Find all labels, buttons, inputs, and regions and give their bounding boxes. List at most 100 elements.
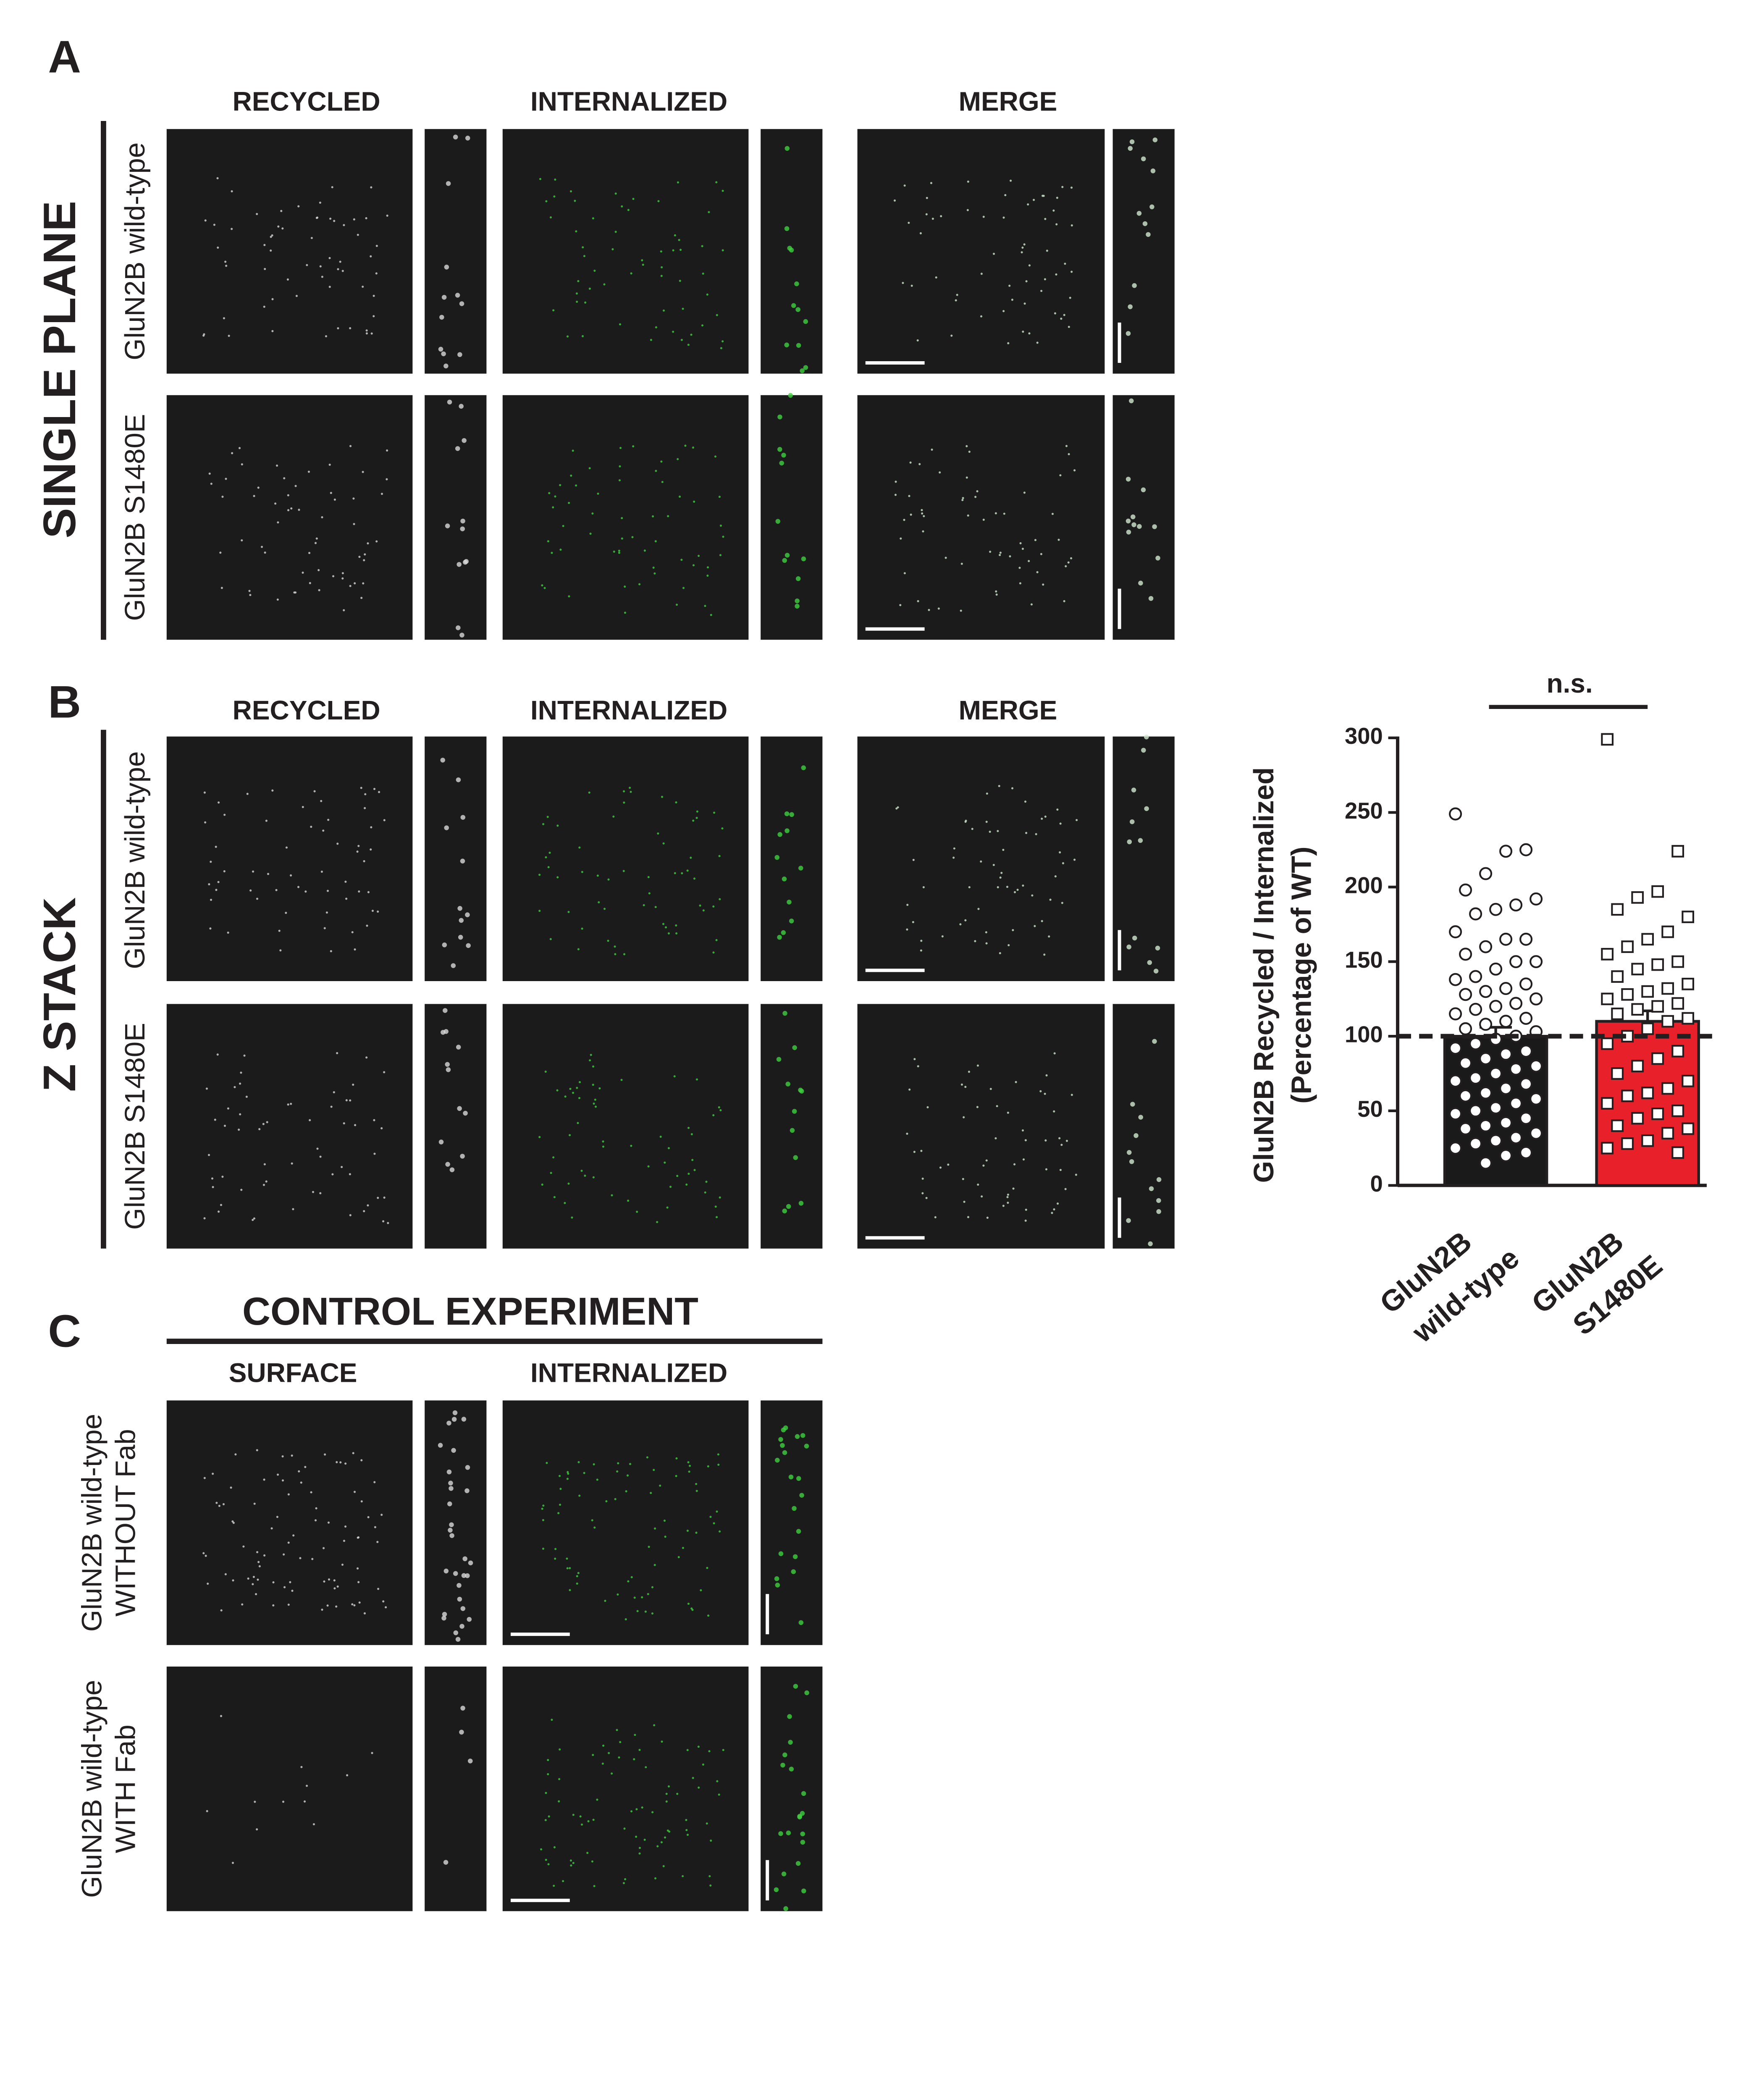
puncta: [302, 571, 304, 574]
puncta: [635, 1835, 638, 1838]
puncta: [795, 598, 800, 604]
puncta: [328, 1578, 331, 1581]
puncta: [449, 1486, 454, 1491]
puncta: [1011, 787, 1014, 790]
puncta: [457, 352, 462, 357]
puncta: [256, 1551, 259, 1554]
puncta: [341, 1563, 344, 1566]
puncta: [638, 583, 641, 585]
puncta: [630, 1810, 633, 1813]
puncta: [1138, 580, 1143, 586]
data-point: [1489, 1134, 1503, 1147]
data-point: [1519, 843, 1533, 856]
puncta: [716, 1780, 719, 1782]
puncta: [962, 497, 964, 499]
puncta: [572, 1092, 575, 1094]
puncta: [719, 554, 722, 556]
puncta: [214, 1118, 216, 1121]
puncta: [569, 1859, 572, 1862]
puncta: [547, 1759, 549, 1761]
puncta: [266, 1121, 268, 1124]
puncta: [231, 1520, 234, 1522]
data-point: [1601, 1142, 1614, 1155]
puncta: [1033, 199, 1035, 201]
puncta: [665, 1793, 668, 1795]
puncta: [551, 551, 553, 554]
puncta: [999, 551, 1002, 554]
puncta: [559, 1475, 561, 1477]
puncta: [1015, 1081, 1017, 1083]
puncta: [203, 1477, 206, 1479]
puncta: [784, 811, 790, 816]
puncta: [636, 1610, 639, 1612]
puncta: [358, 556, 361, 558]
puncta: [1055, 223, 1058, 226]
puncta: [576, 1575, 578, 1578]
puncta: [680, 249, 682, 251]
puncta: [654, 540, 657, 543]
puncta: [559, 484, 561, 486]
puncta: [567, 911, 570, 913]
puncta: [205, 1554, 207, 1557]
puncta: [783, 1906, 788, 1911]
puncta: [1048, 935, 1050, 938]
puncta: [274, 502, 277, 505]
puncta: [648, 892, 651, 895]
puncta: [702, 272, 704, 275]
data-point: [1530, 992, 1543, 1005]
puncta: [382, 1600, 385, 1603]
data-point: [1459, 883, 1472, 897]
puncta: [1042, 583, 1044, 586]
puncta: [227, 1107, 229, 1110]
puncta: [722, 340, 724, 343]
puncta: [660, 275, 663, 277]
puncta: [675, 801, 677, 804]
puncta: [923, 515, 925, 517]
data-point: [1601, 992, 1614, 1005]
puncta: [363, 559, 365, 562]
puncta: [624, 1878, 627, 1880]
puncta: [614, 231, 617, 233]
puncta: [967, 514, 969, 517]
puncta: [258, 1128, 261, 1131]
data-point: [1661, 925, 1674, 938]
puncta: [210, 898, 213, 901]
puncta: [245, 1095, 248, 1098]
puncta: [966, 445, 968, 447]
puncta: [963, 1200, 966, 1203]
row-label: WITH Fab: [110, 1725, 142, 1853]
micrograph: [425, 1666, 487, 1911]
puncta: [674, 872, 676, 874]
puncta: [793, 1155, 798, 1160]
puncta: [719, 1109, 722, 1112]
puncta: [578, 1097, 581, 1099]
puncta: [986, 1216, 989, 1219]
data-point: [1611, 970, 1624, 983]
puncta: [611, 1194, 613, 1197]
puncta: [1075, 1173, 1077, 1176]
row-label: GluN2B wild-type: [76, 1680, 108, 1898]
puncta: [667, 1147, 670, 1150]
puncta: [588, 791, 590, 794]
puncta: [464, 1488, 470, 1494]
puncta: [448, 1528, 453, 1533]
puncta: [803, 319, 808, 324]
puncta: [623, 790, 625, 793]
puncta: [1059, 822, 1062, 825]
puncta: [575, 484, 577, 487]
puncta: [341, 572, 344, 575]
puncta: [291, 1162, 293, 1165]
puncta: [1129, 398, 1134, 404]
data-point: [1682, 1074, 1695, 1087]
puncta: [538, 874, 541, 876]
puncta: [632, 197, 635, 200]
puncta: [624, 612, 626, 614]
column-header: INTERNALIZED: [530, 695, 727, 725]
puncta: [1000, 872, 1003, 874]
puncta: [777, 832, 782, 837]
puncta: [616, 1470, 619, 1473]
data-point: [1530, 955, 1543, 969]
data-point: [1682, 911, 1695, 923]
y-axis-label: GluN2B Recycled / Internalized: [1248, 767, 1280, 1183]
puncta: [940, 215, 942, 218]
